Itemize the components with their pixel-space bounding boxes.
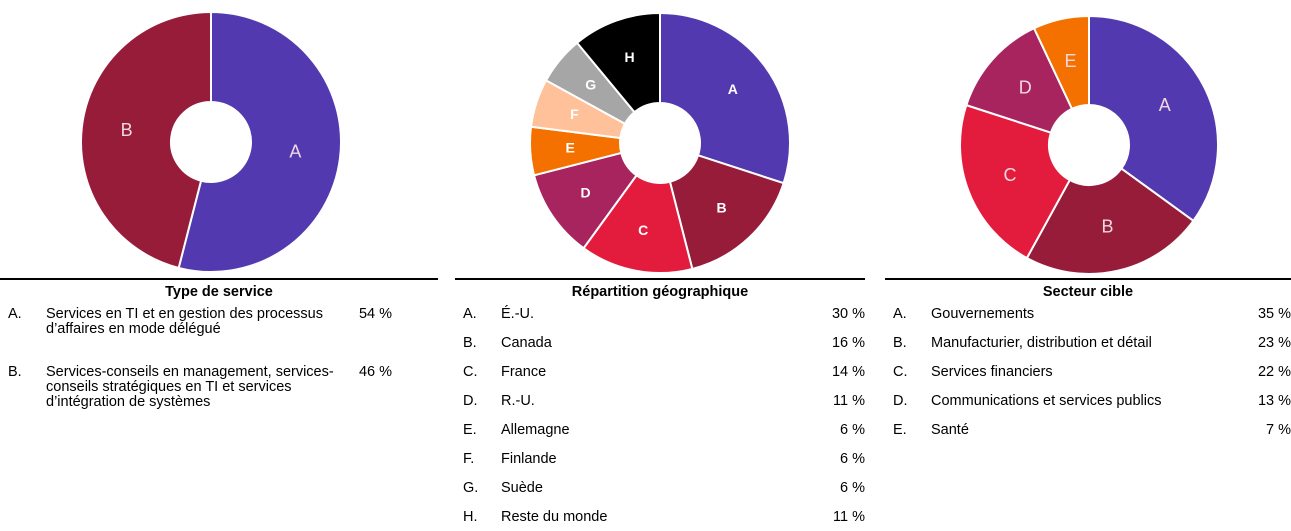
pie-slice — [1088, 14, 1219, 223]
slice-label: A — [289, 141, 301, 161]
slice-label: B — [717, 199, 727, 215]
legend-value: 23 % — [1257, 335, 1291, 351]
legend-row: F. Finlande 6 % — [455, 452, 865, 467]
pie-slice — [959, 103, 1072, 260]
legend-key: E. — [893, 422, 907, 438]
pie-slice — [1025, 167, 1195, 275]
slice-label: A — [728, 81, 738, 97]
legend-table: Type de service A. Services en TI et en ge… — [0, 278, 438, 410]
slice-label: C — [638, 222, 648, 238]
legend-value: 22 % — [1257, 364, 1291, 380]
legend-label: Gouvernements — [931, 306, 1035, 322]
slice-label: B — [1102, 217, 1114, 237]
slice-label: G — [585, 76, 596, 92]
pie-slice — [582, 173, 694, 274]
pie-slice — [1032, 14, 1090, 111]
legend-value: 13 % — [1257, 393, 1291, 409]
legend-label: É.-U. — [501, 306, 535, 322]
legend-value: 11 % — [833, 393, 865, 409]
legend-key: G. — [463, 480, 479, 496]
legend-title: Type de service — [165, 284, 273, 300]
legend-key: B. — [893, 335, 907, 351]
legend-table: Répartition géographique A. É.-U. 30 % B. Can… — [455, 278, 865, 525]
legend-label: Suède — [501, 480, 543, 496]
legend-key: D. — [463, 393, 478, 409]
legend-value: 6 % — [840, 451, 865, 467]
slice-label: C — [1003, 165, 1016, 185]
legend-label: Manufacturier, distribution et détail — [931, 335, 1152, 351]
slice-label: H — [624, 49, 634, 65]
legend-label: Canada — [501, 335, 552, 351]
legend-value: 6 % — [840, 480, 865, 496]
slice-label: D — [1019, 78, 1032, 98]
legend-table: Secteur cible A. Gouvernements 35 % B. Manufa… — [885, 278, 1291, 438]
legend-label: Reste du monde — [501, 509, 608, 525]
legend-row: E. Allemagne 6 % — [455, 423, 865, 438]
legend-key: B. — [463, 335, 477, 351]
pie-slice — [575, 11, 661, 114]
legend-key: B. — [8, 364, 22, 380]
legend-title: Répartition géographique — [571, 284, 749, 300]
legend-key: E. — [463, 422, 477, 438]
pie-slice — [659, 11, 791, 185]
legend-label: France — [501, 364, 547, 380]
legend-label: Services en TI et en gestion des process… — [46, 306, 323, 337]
legend-row: B. Canada 16 % — [455, 336, 865, 351]
legend-row: A. Services en TI et en gestion des proce… — [0, 307, 438, 337]
slice-label: D — [581, 184, 591, 200]
legend-row: D. R.-U. 11 % — [455, 394, 865, 409]
slice-label: F — [570, 106, 579, 122]
legend-label: Communications et services publics — [931, 393, 1162, 409]
legend-value: 54 % — [358, 306, 392, 322]
legend-row: C. Services financiers 22 % — [885, 365, 1291, 380]
legend-row: B. Manufacturier, distribution et détail 2… — [885, 336, 1291, 351]
legend-label: Services financiers — [931, 364, 1053, 380]
legend-row: G. Suède 6 % — [455, 481, 865, 496]
legend-label: R.-U. — [501, 393, 535, 409]
legend-row: E. Santé 7 % — [885, 423, 1291, 438]
legend-key: F. — [463, 451, 475, 467]
legend-value: 6 % — [840, 422, 865, 438]
legend-key: A. — [463, 306, 477, 322]
legend-row: B. Services-conseils en management, servi… — [0, 365, 438, 410]
slice-label: B — [121, 120, 133, 140]
legend-key: D. — [893, 393, 908, 409]
legend-row: H. Reste du monde 11 % — [455, 510, 865, 525]
legend-label: Allemagne — [501, 422, 570, 438]
pie-slice — [668, 154, 785, 271]
legend-key: C. — [463, 364, 478, 380]
legend-key: A. — [8, 306, 22, 322]
legend-value: 46 % — [358, 364, 392, 380]
legend-key: H. — [463, 509, 478, 525]
legend-row: A. Gouvernements 35 % — [885, 307, 1291, 322]
legend-row: D. Communications et services publics 13 % — [885, 394, 1291, 409]
legend-key: A. — [893, 306, 907, 322]
pie-slice — [177, 10, 342, 273]
slice-label: E — [566, 139, 575, 155]
slice-label: E — [1064, 51, 1076, 71]
legend-value: 11 % — [833, 509, 865, 525]
legend-label: Santé — [931, 422, 969, 438]
legend-value: 30 % — [831, 306, 865, 322]
legend-label: Finlande — [501, 451, 557, 467]
legend-value: 16 % — [831, 335, 865, 351]
legend-value: 7 % — [1266, 422, 1291, 438]
legend-title: Secteur cible — [1042, 284, 1134, 300]
legend-value: 35 % — [1257, 306, 1291, 322]
slice-label: A — [1159, 95, 1171, 115]
legend-row: A. É.-U. 30 % — [455, 307, 865, 322]
legend-label: Services-conseils en management, service… — [46, 364, 334, 410]
legend-key: C. — [893, 364, 908, 380]
pie-slice — [80, 10, 212, 270]
legend-value: 14 % — [831, 364, 865, 380]
legend-row: C. France 14 % — [455, 365, 865, 380]
